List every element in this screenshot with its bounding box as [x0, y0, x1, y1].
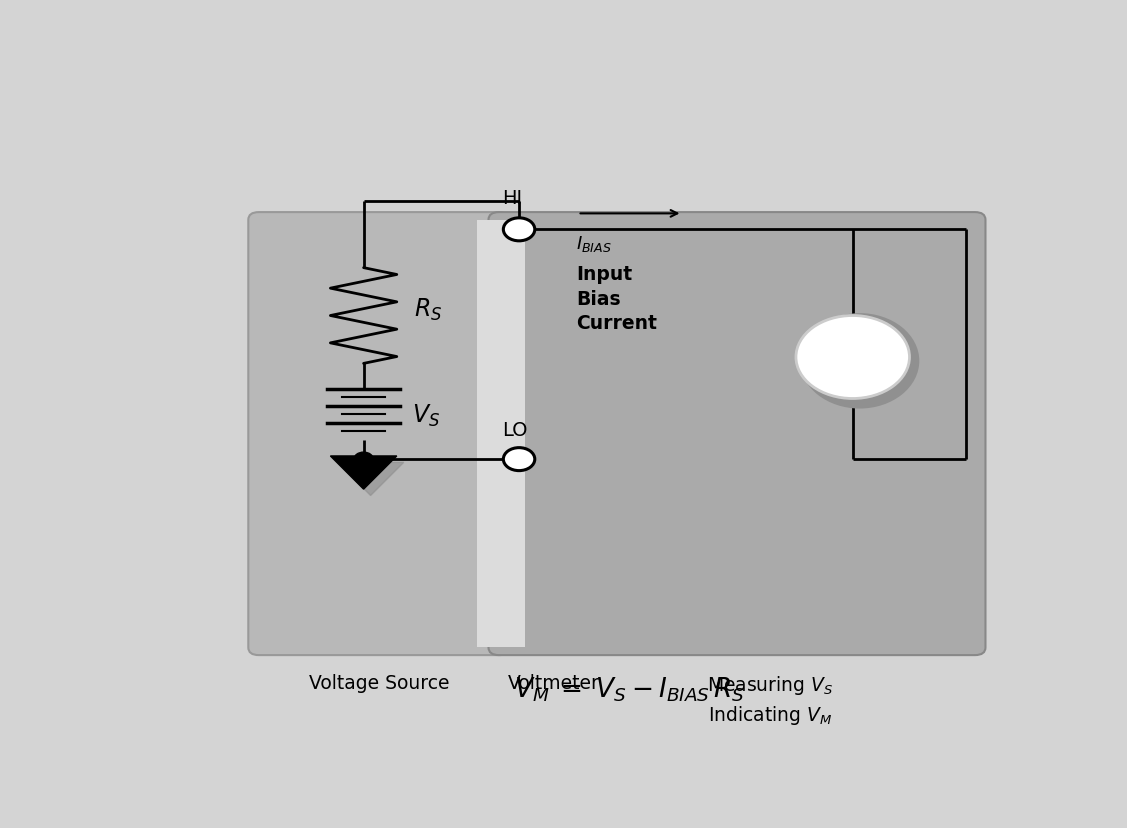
Text: HI: HI	[502, 189, 522, 208]
Text: Voltage Source: Voltage Source	[309, 673, 450, 692]
Text: Input
Bias
Current: Input Bias Current	[576, 265, 657, 333]
FancyBboxPatch shape	[248, 213, 509, 655]
Bar	[477, 220, 525, 647]
Text: $R_S$: $R_S$	[415, 296, 443, 323]
Text: $V_M$: $V_M$	[837, 344, 868, 368]
Text: Measuring $V_S$
Indicating $V_M$: Measuring $V_S$ Indicating $V_M$	[707, 673, 833, 726]
Text: $V_M\;=\;V_S - I_{BIAS}\,R_S$: $V_M\;=\;V_S - I_{BIAS}\,R_S$	[515, 675, 745, 703]
Circle shape	[504, 448, 535, 471]
Text: Voltmeter: Voltmeter	[508, 673, 600, 692]
Polygon shape	[330, 456, 397, 489]
Text: $I_{BIAS}$: $I_{BIAS}$	[576, 233, 612, 253]
Text: $V_S$: $V_S$	[411, 402, 440, 428]
Circle shape	[796, 316, 909, 399]
Ellipse shape	[800, 314, 920, 409]
Text: LO: LO	[502, 420, 527, 439]
Circle shape	[354, 453, 373, 467]
FancyBboxPatch shape	[488, 213, 985, 655]
Polygon shape	[337, 463, 403, 496]
Circle shape	[504, 219, 535, 242]
